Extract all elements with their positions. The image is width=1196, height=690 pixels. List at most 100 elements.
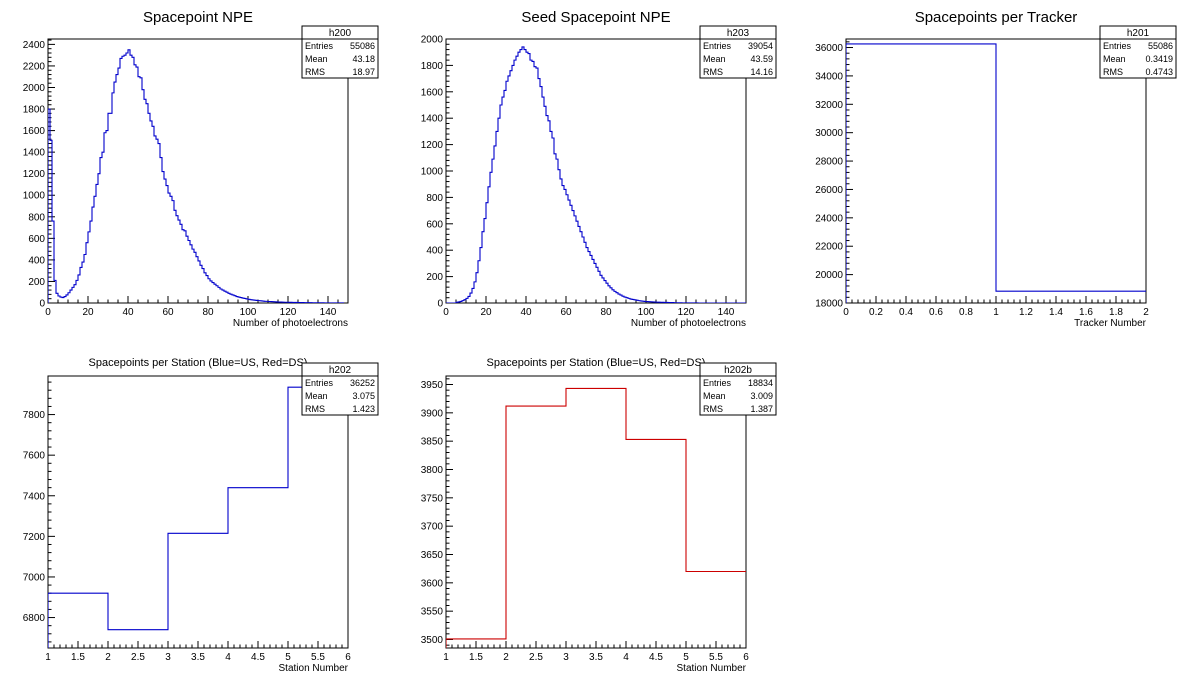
x-tick-label: 4.5 — [251, 652, 265, 663]
x-tick-label: 120 — [280, 307, 297, 318]
stats-box: h200 Entries 55086 Mean 43.18 RMS 18.97 — [301, 25, 379, 79]
x-tick-label: 100 — [638, 307, 655, 318]
stats-rms-label: RMS — [703, 404, 723, 414]
stats-entries-label: Entries — [703, 41, 732, 51]
stats-name: h202b — [724, 365, 752, 376]
stats-mean-value: 43.18 — [352, 54, 375, 64]
histogram-series — [48, 386, 348, 648]
x-tick-label: 3 — [165, 652, 171, 663]
x-tick-label: 1.4 — [1049, 307, 1063, 318]
x-tick-label: 5 — [285, 652, 291, 663]
stats-entries-value: 55086 — [1148, 41, 1173, 51]
x-tick-label: 0 — [443, 307, 449, 318]
x-tick-label: 1.2 — [1019, 307, 1033, 318]
chart-2: Seed Spacepoint NPE020040060080010001200… — [421, 9, 777, 329]
x-tick-label: 3 — [563, 652, 569, 663]
stats-mean-label: Mean — [703, 391, 726, 401]
stats-rms-label: RMS — [1103, 67, 1123, 77]
stats-box: h203 Entries 39054 Mean 43.59 RMS 14.16 — [699, 25, 777, 79]
y-tick-label: 3550 — [421, 607, 444, 618]
x-tick-label: 6 — [345, 652, 351, 663]
y-tick-label: 400 — [28, 255, 45, 266]
stats-name: h202 — [329, 365, 352, 376]
plot-frame — [47, 38, 349, 304]
x-tick-label: 1 — [443, 652, 449, 663]
chart-3: Spacepoints per Tracker 18000 20000 22000 24… — [815, 9, 1177, 329]
x-axis-label: Number of photoelectrons — [631, 318, 746, 329]
x-tick-label: 5.5 — [709, 652, 723, 663]
x-tick-label: 80 — [202, 307, 214, 318]
x-tick-label: 4.5 — [649, 652, 663, 663]
histogram-series — [446, 46, 746, 303]
stats-box: h202 Entries 36252 Mean 3.075 RMS 1.423 — [301, 362, 379, 416]
stats-mean-label: Mean — [305, 391, 328, 401]
y-tick-label: 26000 — [815, 185, 843, 196]
y-tick-label: 1000 — [421, 167, 444, 178]
y-tick-label: 34000 — [815, 71, 843, 82]
y-tick-label: 3600 — [421, 578, 444, 589]
stats-rms-label: RMS — [703, 67, 723, 77]
x-tick-label: 60 — [560, 307, 572, 318]
y-tick-label: 200 — [28, 277, 45, 288]
y-tick-label: 6800 — [23, 613, 46, 624]
y-tick-label: 30000 — [815, 128, 843, 139]
chart-title: Spacepoint NPE — [143, 9, 253, 26]
stats-entries-label: Entries — [1103, 41, 1132, 51]
x-tick-label: 40 — [520, 307, 532, 318]
stats-rms-label: RMS — [305, 67, 325, 77]
stats-entries-label: Entries — [305, 378, 334, 388]
plot-frame — [445, 375, 747, 649]
y-tick-label: 22000 — [815, 242, 843, 253]
x-axis-label: Tracker Number — [1074, 318, 1147, 329]
y-tick-label: 1800 — [421, 61, 444, 72]
y-tick-label: 3850 — [421, 437, 444, 448]
stats-entries-value: 55086 — [350, 41, 375, 51]
stats-box-frame — [301, 362, 379, 416]
y-tick-label: 3750 — [421, 493, 444, 504]
x-tick-label: 4 — [623, 652, 629, 663]
y-tick-label: 20000 — [815, 270, 843, 281]
x-tick-label: 2 — [503, 652, 509, 663]
stats-mean-value: 3.075 — [352, 391, 375, 401]
stats-name: h201 — [1127, 28, 1150, 39]
y-tick-label: 32000 — [815, 100, 843, 111]
y-tick-label: 3700 — [421, 522, 444, 533]
stats-rms-value: 18.97 — [352, 67, 375, 77]
x-tick-label: 100 — [240, 307, 257, 318]
y-tick-label: 0 — [39, 299, 45, 310]
x-tick-label: 0 — [843, 307, 849, 318]
y-tick-label: 1400 — [421, 114, 444, 125]
stats-rms-value: 1.387 — [750, 404, 773, 414]
x-axis-label: Station Number — [677, 663, 747, 674]
x-tick-label: 120 — [678, 307, 695, 318]
x-tick-label: 0.4 — [899, 307, 913, 318]
x-tick-label: 140 — [320, 307, 337, 318]
y-tick-label: 3500 — [421, 635, 444, 646]
y-tick-label: 3900 — [421, 408, 444, 419]
x-tick-label: 2.5 — [529, 652, 543, 663]
x-tick-label: 0.6 — [929, 307, 943, 318]
x-tick-label: 1 — [993, 307, 999, 318]
histogram-series — [446, 387, 746, 648]
x-axis-label: Station Number — [279, 663, 349, 674]
y-tick-label: 7200 — [23, 532, 46, 543]
x-tick-label: 2 — [1143, 307, 1149, 318]
stats-mean-value: 3.009 — [750, 391, 773, 401]
chart-title: Spacepoints per Station (Blue=US, Red=DS… — [89, 357, 308, 369]
plot-frame — [47, 375, 349, 649]
y-tick-label: 600 — [28, 234, 45, 245]
y-tick-label: 800 — [426, 193, 443, 204]
y-tick-label: 1600 — [421, 87, 444, 98]
stats-entries-label: Entries — [305, 41, 334, 51]
chart-title: Spacepoints per Station (Blue=US, Red=DS… — [487, 357, 706, 369]
x-tick-label: 1.6 — [1079, 307, 1093, 318]
x-tick-label: 0.2 — [869, 307, 883, 318]
x-tick-label: 1 — [45, 652, 51, 663]
x-tick-label: 1.8 — [1109, 307, 1123, 318]
x-tick-label: 3.5 — [191, 652, 205, 663]
x-tick-label: 5 — [683, 652, 689, 663]
x-tick-label: 1.5 — [469, 652, 483, 663]
histogram-series — [846, 43, 1146, 303]
y-tick-label: 28000 — [815, 157, 843, 168]
y-tick-label: 7800 — [23, 410, 46, 421]
